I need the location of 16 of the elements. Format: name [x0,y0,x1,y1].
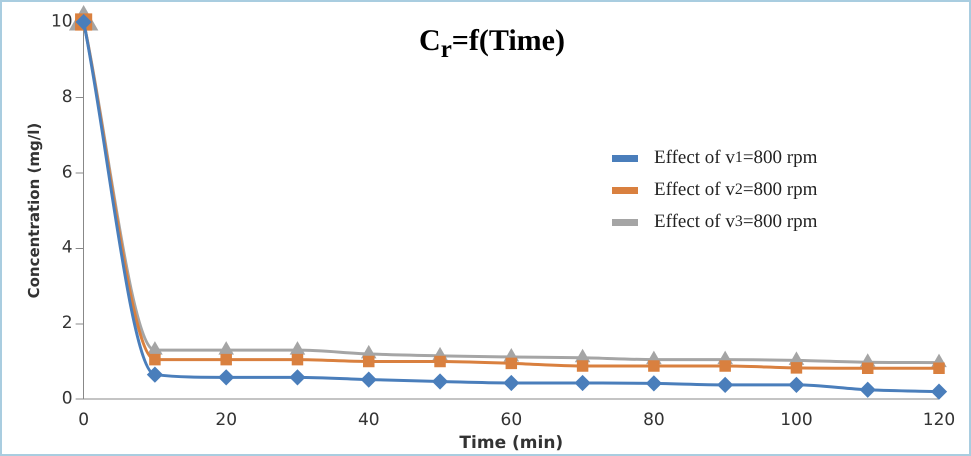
y-tick-label: 8 [62,86,73,107]
x-tick-label: 40 [358,410,380,430]
y-tick-label: 2 [62,313,73,334]
x-axis-title: Time (min) [459,433,564,454]
x-tick-label: 120 [922,410,956,430]
x-tick-label: 60 [500,410,522,430]
y-tick-label: 0 [62,388,73,409]
y-tick-label: 10 [50,11,73,32]
y-tick-label: 6 [62,162,73,182]
y-tick-label: 4 [62,238,73,258]
y-axis-title: Concentration (mg/l) [24,122,43,298]
x-tick-label: 80 [643,410,665,430]
x-tick-label: 100 [780,410,813,430]
chart-title: C$_{r}$=f(Time) [418,24,566,64]
x-tick-label: 0 [78,410,90,430]
x-tick-label: 20 [215,410,238,430]
